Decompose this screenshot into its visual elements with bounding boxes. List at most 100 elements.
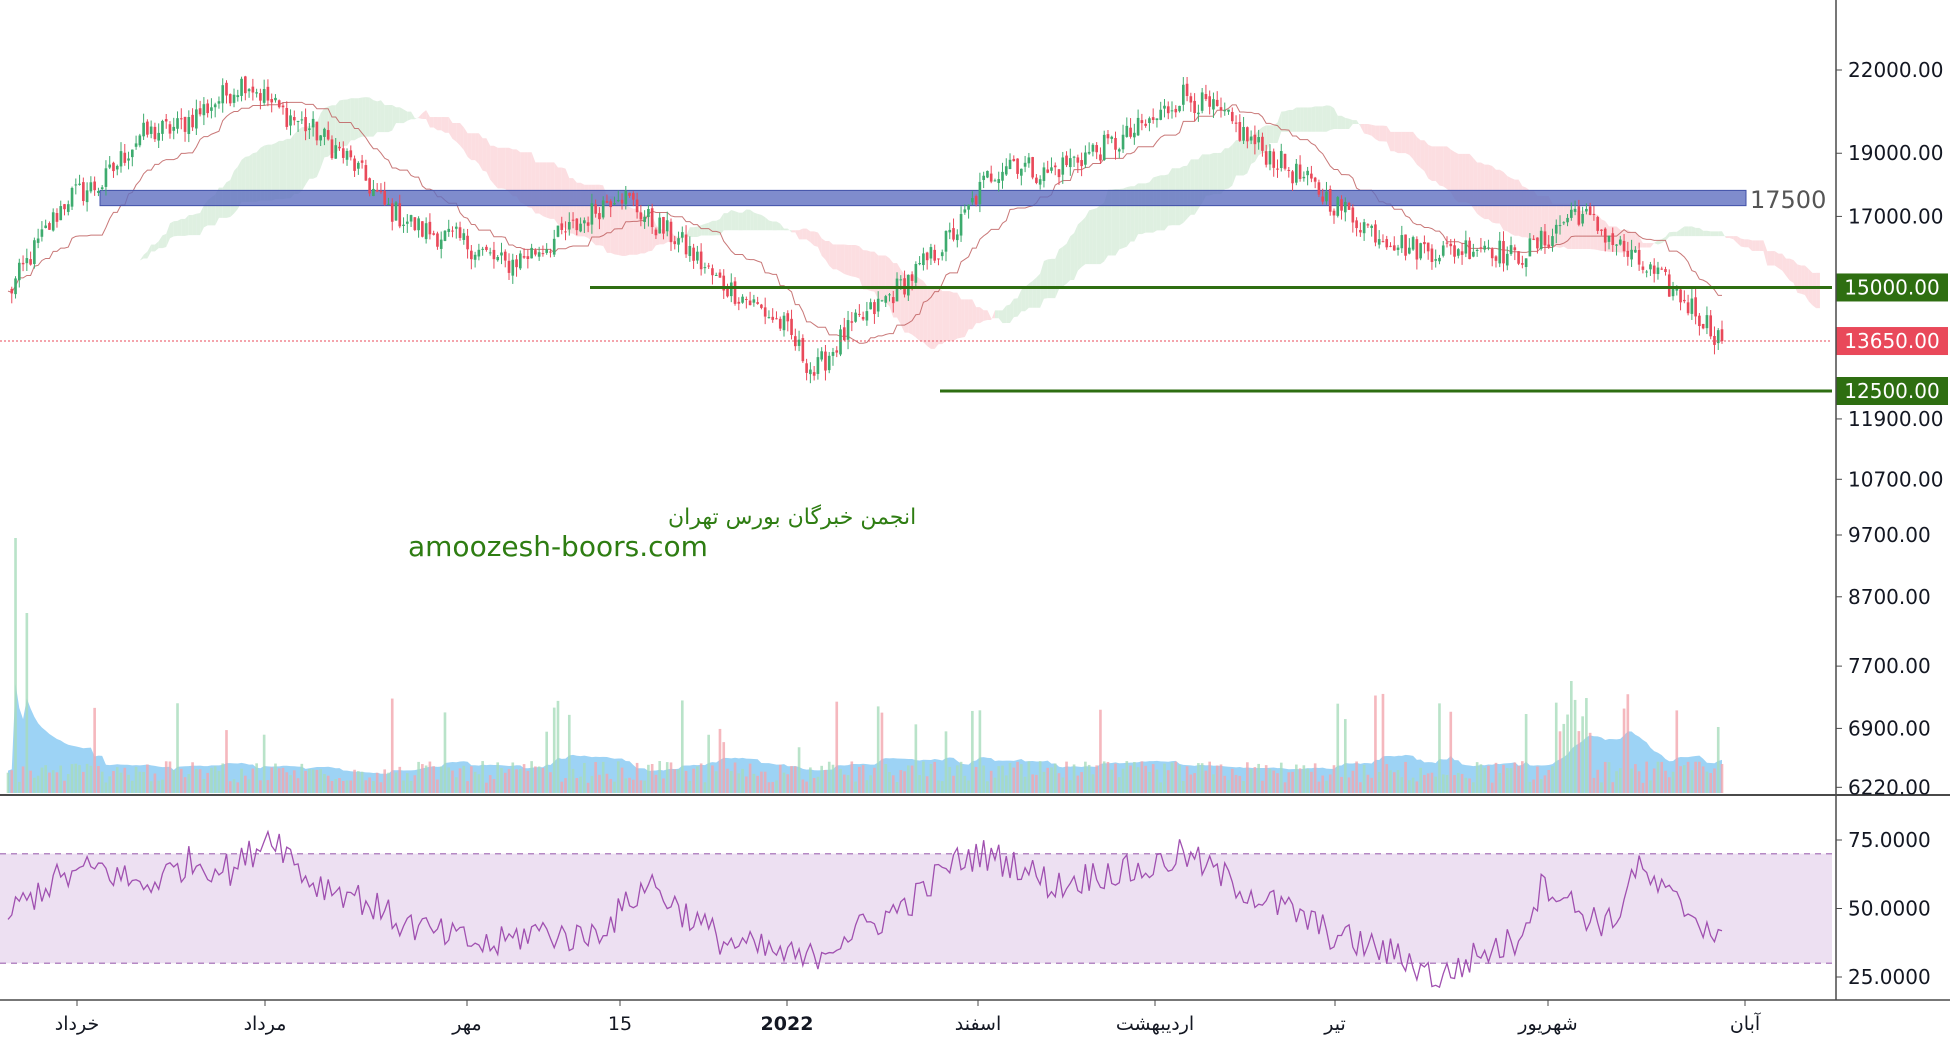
cloud-segment [689, 227, 694, 238]
volume-bar [1698, 761, 1701, 793]
candle [481, 246, 484, 256]
cloud-segment [418, 113, 423, 120]
candle [1698, 313, 1701, 336]
candle [662, 216, 665, 240]
candle-body [1008, 159, 1012, 170]
candle-body [658, 217, 662, 234]
candle-body [635, 199, 639, 213]
candle-body [1434, 259, 1438, 261]
candle-body [1483, 245, 1486, 250]
cloud-segment [1786, 258, 1790, 281]
candle-body [225, 82, 228, 96]
candle-body [334, 145, 338, 159]
candle [1215, 91, 1219, 107]
candle [172, 117, 176, 140]
volume-bar [345, 780, 349, 793]
volume-bar [492, 779, 496, 793]
cloud-segment [1454, 151, 1459, 203]
candle-body [236, 95, 240, 98]
candle [251, 78, 255, 101]
candle-body [1585, 208, 1588, 212]
time-tick-label: مرداد [244, 1013, 287, 1035]
cloud-segment [817, 232, 822, 256]
candle [1539, 227, 1543, 251]
volume-bar [89, 765, 93, 793]
candle [413, 217, 417, 232]
volume-bar [1031, 774, 1034, 793]
volume-bar [982, 765, 985, 793]
volume-bar [1125, 761, 1129, 793]
candle [85, 182, 89, 212]
candle-body [1099, 154, 1102, 161]
candle [1521, 255, 1524, 269]
candle [993, 178, 997, 182]
volume-bar [112, 771, 115, 793]
volume-bar [1178, 765, 1181, 793]
candle-body [812, 372, 816, 376]
volume-bar [1588, 732, 1592, 793]
candle-body [1366, 224, 1370, 226]
candle [696, 245, 699, 264]
volume-bar [556, 700, 560, 793]
candle-body [153, 126, 157, 140]
cloud-segment [249, 153, 253, 202]
volume-bar [1649, 780, 1652, 793]
candle-body [846, 320, 850, 340]
volume-bar [522, 764, 526, 793]
volume-bar [647, 764, 650, 793]
cloud-segment [267, 144, 272, 201]
volume-bar [1200, 763, 1204, 793]
cloud-segment [742, 209, 747, 231]
volume-bar [1238, 775, 1242, 793]
candle-body [613, 203, 616, 205]
volume-bar [417, 761, 420, 793]
candle-body [1291, 171, 1294, 184]
cloud-segment [380, 100, 385, 133]
cloud-segment [814, 231, 818, 247]
cloud-segment [512, 149, 517, 197]
volume-bar [1332, 765, 1336, 793]
cloud-segment [753, 212, 758, 231]
volume-bar [379, 782, 383, 793]
candle [1596, 215, 1600, 235]
candle-body [1720, 329, 1724, 342]
candle-body [1615, 244, 1618, 246]
cloud-segment [305, 125, 310, 185]
candle [1023, 155, 1027, 173]
cloud-segment [930, 286, 935, 349]
cloud-segment [693, 226, 698, 238]
volume-bar [1208, 761, 1211, 793]
volume-bar [387, 772, 390, 793]
volume-bar [1502, 764, 1505, 793]
cloud-segment [1718, 231, 1722, 237]
candle-body [971, 198, 974, 203]
candle-body [1603, 228, 1607, 243]
volume-bar [1543, 775, 1547, 793]
price-tick-label: 10700.00 [1848, 467, 1943, 491]
candle-body [767, 317, 771, 319]
candle [1532, 235, 1535, 241]
volume-bar [1343, 719, 1347, 793]
candle [330, 135, 334, 160]
candle [1261, 132, 1264, 157]
candle [752, 294, 756, 307]
cloud-segment [757, 213, 762, 231]
candle-body [1001, 171, 1004, 181]
cloud-segment [1793, 260, 1798, 293]
candle-body [963, 209, 967, 213]
candle [933, 244, 937, 264]
volume-bar [10, 770, 14, 793]
candle-body [142, 122, 145, 137]
cloud-segment [1092, 208, 1097, 265]
volume-bar [778, 764, 782, 793]
candle [66, 200, 70, 216]
support-tag-bg-12500 [1836, 377, 1948, 405]
cloud-segment [384, 105, 389, 133]
candle-body [620, 199, 624, 204]
candle [1701, 323, 1705, 330]
candle-body [632, 193, 635, 200]
volume-bar [737, 773, 741, 793]
candle [1400, 225, 1404, 253]
cloud-segment [1360, 123, 1365, 134]
